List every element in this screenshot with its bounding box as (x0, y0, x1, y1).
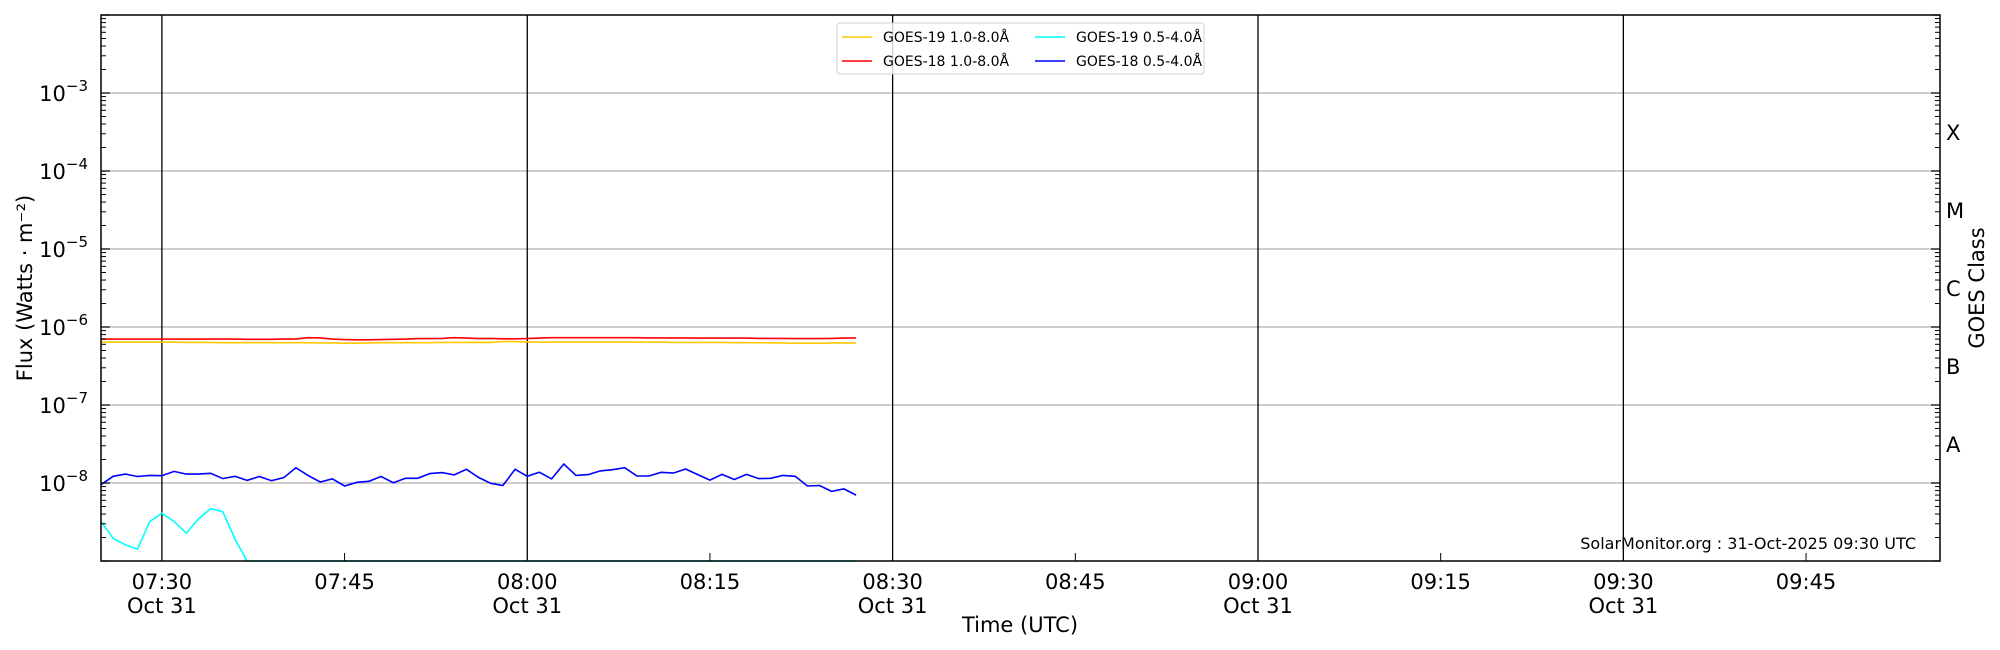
legend-box (836, 22, 1205, 75)
y-tick-label: 10−3 (39, 77, 88, 106)
x-tick-label: 08:15 (680, 570, 741, 594)
x-tick-label: 08:00 (497, 570, 558, 594)
grid-lines (101, 92, 1940, 484)
y-tick-label: 10−7 (39, 389, 88, 418)
x-tick-date: Oct 31 (1588, 594, 1658, 618)
y-tick-label: 10−8 (39, 467, 88, 496)
x-tick-date: Oct 31 (127, 594, 197, 618)
goes-class-B: B (1946, 355, 1960, 379)
x-tick-label: 09:45 (1776, 570, 1837, 594)
y-axis-ticks: 10−3 10−4 10−5 10−6 10−7 10−8 (39, 14, 1940, 562)
legend-entry: GOES-18 0.5-4.0Å (1076, 53, 1202, 70)
legend-entry: GOES-18 1.0-8.0Å (883, 53, 1009, 70)
y-tick-label: 10−6 (39, 311, 88, 340)
y-tick-label: 10−5 (39, 233, 88, 262)
goes-class-X: X (1946, 121, 1960, 145)
major-time-lines (161, 15, 1625, 561)
x-tick-label: 08:30 (862, 570, 923, 594)
series-line-1 (100, 507, 857, 562)
x-tick-label: 09:15 (1410, 570, 1471, 594)
series-line-3 (100, 462, 857, 496)
x-tick-label: 09:00 (1228, 570, 1289, 594)
x-tick-label: 09:30 (1593, 570, 1654, 594)
x-tick-label: 07:30 (132, 570, 193, 594)
series-lines (100, 336, 857, 562)
legend-entry: GOES-19 1.0-8.0Å (883, 29, 1009, 46)
goes-class-C: C (1946, 277, 1961, 301)
x-axis-label: Time (UTC) (961, 613, 1078, 637)
y-tick-label: 10−4 (39, 155, 88, 184)
source-annotation: SolarMonitor.org : 31-Oct-2025 09:30 UTC (1580, 534, 1916, 553)
goes-class-M: M (1946, 199, 1964, 223)
plot-frame (100, 14, 1941, 562)
goes-class-labels: X M C B A (1946, 121, 1964, 457)
legend-entry: GOES-19 0.5-4.0Å (1076, 29, 1202, 46)
legend: GOES-19 1.0-8.0Å GOES-18 1.0-8.0Å GOES-19 … (836, 22, 1205, 75)
y-axis-right-label: GOES Class (1965, 227, 1989, 348)
series-line-2 (101, 336, 857, 341)
x-tick-date: Oct 31 (858, 594, 928, 618)
y-axis-label: Flux (Watts · m⁻²) (13, 195, 37, 381)
series-line-0 (101, 340, 857, 345)
x-tick-label: 08:45 (1045, 570, 1106, 594)
x-tick-date: Oct 31 (1223, 594, 1293, 618)
x-tick-label: 07:45 (314, 570, 375, 594)
goes-class-A: A (1946, 433, 1961, 457)
x-tick-date: Oct 31 (492, 594, 562, 618)
